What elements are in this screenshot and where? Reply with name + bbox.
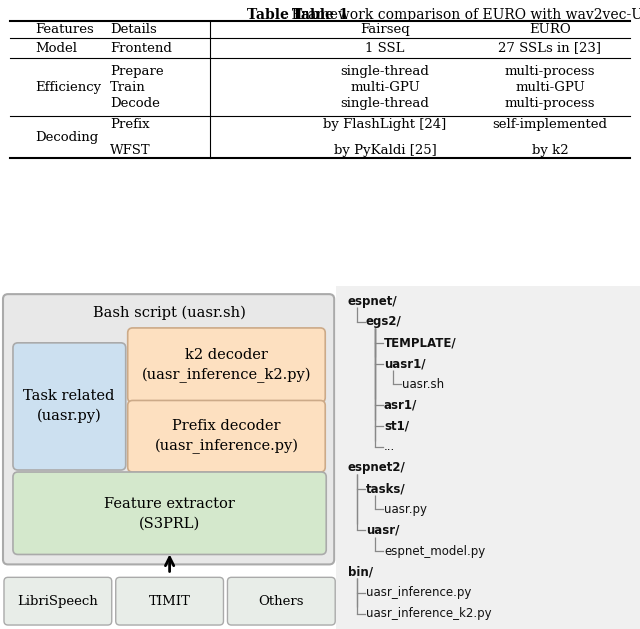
FancyBboxPatch shape [336, 286, 640, 629]
Text: Details: Details [110, 23, 157, 36]
Text: uasr.sh: uasr.sh [402, 378, 444, 391]
Text: Table 1: Table 1 [247, 8, 303, 22]
Text: Prepare: Prepare [110, 65, 164, 77]
Text: TEMPLATE/: TEMPLATE/ [384, 337, 456, 349]
FancyBboxPatch shape [13, 472, 326, 555]
Text: uasr_inference.py: uasr_inference.py [366, 586, 472, 599]
Text: uasr1/: uasr1/ [384, 357, 426, 370]
Text: st1/: st1/ [384, 420, 409, 433]
Text: Fairseq: Fairseq [360, 23, 410, 36]
Text: single-thread: single-thread [340, 65, 429, 77]
Text: single-thread: single-thread [340, 97, 429, 109]
Text: multi-GPU: multi-GPU [350, 81, 420, 94]
Text: egs2/: egs2/ [366, 315, 402, 328]
FancyBboxPatch shape [227, 577, 335, 625]
Text: Features: Features [35, 23, 93, 36]
Text: bin/: bin/ [348, 565, 373, 579]
Text: Efficiency: Efficiency [35, 81, 101, 94]
Text: asr1/: asr1/ [384, 399, 417, 412]
FancyBboxPatch shape [128, 401, 325, 472]
Text: Frontend: Frontend [110, 42, 172, 55]
Text: uasr/: uasr/ [366, 524, 399, 537]
Text: LibriSpeech: LibriSpeech [17, 594, 98, 608]
Text: WFST: WFST [110, 143, 150, 157]
Text: multi-process: multi-process [505, 97, 595, 109]
Text: Task related
(uasr.py): Task related (uasr.py) [23, 389, 115, 423]
Text: Prefix decoder
(uasr_inference.py): Prefix decoder (uasr_inference.py) [154, 419, 298, 454]
Text: 1 SSL: 1 SSL [365, 42, 404, 55]
Text: Decode: Decode [110, 97, 160, 109]
Text: uasr_inference_k2.py: uasr_inference_k2.py [366, 607, 492, 620]
Text: Model: Model [35, 42, 77, 55]
FancyBboxPatch shape [4, 577, 112, 625]
Text: multi-process: multi-process [505, 65, 595, 77]
Text: ...: ... [384, 440, 396, 454]
FancyBboxPatch shape [128, 328, 325, 403]
Text: uasr.py: uasr.py [384, 503, 427, 516]
Text: by FlashLight [24]: by FlashLight [24] [323, 118, 447, 131]
FancyBboxPatch shape [13, 343, 125, 470]
Text: Table 1: Table 1 [292, 8, 348, 22]
Text: espnet/: espnet/ [348, 294, 397, 308]
Text: Prefix: Prefix [110, 118, 150, 131]
Text: by k2: by k2 [532, 143, 568, 157]
Text: multi-GPU: multi-GPU [515, 81, 585, 94]
FancyBboxPatch shape [116, 577, 223, 625]
Text: Decoding: Decoding [35, 131, 99, 143]
Text: tasks/: tasks/ [366, 482, 406, 495]
Text: Others: Others [259, 594, 304, 608]
Text: by PyKaldi [25]: by PyKaldi [25] [333, 143, 436, 157]
Text: . Framework comparison of EURO with wav2vec-U: . Framework comparison of EURO with wav2… [283, 8, 640, 22]
Text: Train: Train [110, 81, 146, 94]
Text: Bash script (uasr.sh): Bash script (uasr.sh) [93, 306, 246, 320]
Text: espnet_model.py: espnet_model.py [384, 545, 485, 558]
Text: self-implemented: self-implemented [493, 118, 607, 131]
Text: espnet2/: espnet2/ [348, 461, 406, 474]
Text: EURO: EURO [529, 23, 571, 36]
Text: k2 decoder
(uasr_inference_k2.py): k2 decoder (uasr_inference_k2.py) [141, 348, 311, 383]
Text: Table 1. Framework comparison of EURO with wav2vec-U: Table 1. Framework comparison of EURO wi… [115, 8, 525, 22]
Text: Feature extractor
(S3PRL): Feature extractor (S3PRL) [104, 497, 235, 530]
Text: 27 SSLs in [23]: 27 SSLs in [23] [499, 42, 602, 55]
FancyBboxPatch shape [3, 294, 334, 564]
Text: TIMIT: TIMIT [148, 594, 191, 608]
